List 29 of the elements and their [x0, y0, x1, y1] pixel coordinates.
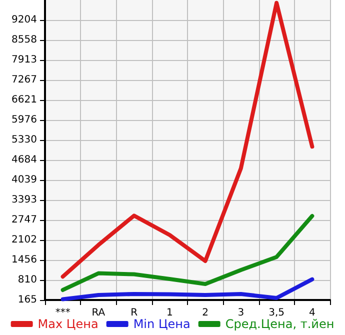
y-tick-label: 2747 — [12, 214, 37, 226]
y-tick-label: 165 — [18, 294, 37, 306]
x-tick-label: 4 — [309, 308, 316, 318]
y-tick-label: 8558 — [12, 34, 37, 46]
y-tick-label: 5976 — [12, 114, 37, 126]
x-tick-label: R — [130, 308, 138, 318]
legend-label: Max Цена — [38, 317, 98, 331]
x-tick-label: 1 — [166, 308, 173, 318]
x-tick-label: 3,5 — [268, 308, 285, 318]
y-tick-label: 810 — [18, 274, 37, 286]
x-tick-label: RA — [92, 308, 106, 318]
y-tick-label: 7267 — [12, 74, 37, 86]
y-tick-label: 3393 — [12, 194, 37, 206]
y-tick-label: 5330 — [12, 134, 37, 146]
x-tick-label: *** — [55, 308, 70, 318]
line-series — [60, 277, 314, 302]
x-tick-label: 2 — [202, 308, 208, 318]
y-tick-label: 6621 — [12, 94, 37, 106]
line-series — [60, 0, 314, 279]
legend-label: Min Цена — [133, 317, 190, 331]
y-tick-label: 2102 — [12, 234, 37, 246]
y-tick-label: 4684 — [12, 154, 37, 166]
y-tick-label: 9204 — [12, 14, 37, 26]
x-tick-label: 3 — [238, 308, 244, 318]
line-series — [60, 214, 314, 292]
y-tick-label: 7913 — [12, 54, 37, 66]
legend-label: Сред.Цена, т.йен — [225, 317, 334, 331]
y-tick-label: 4039 — [12, 174, 37, 186]
y-tick-label: 1456 — [12, 254, 37, 266]
